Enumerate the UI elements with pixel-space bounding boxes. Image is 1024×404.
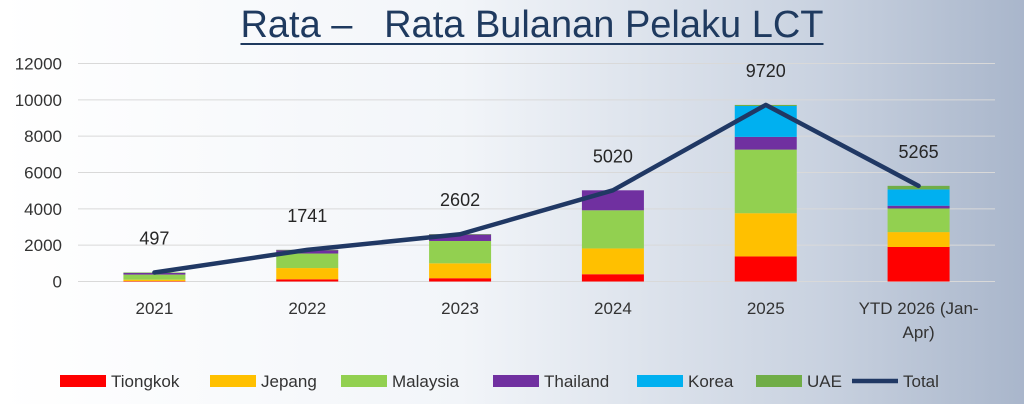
legend-label-total: Total xyxy=(903,372,939,391)
chart-title: Rata – Rata Bulanan Pelaku LCT xyxy=(240,4,824,46)
bar-segment-jepang xyxy=(887,232,950,247)
legend-swatch-malaysia xyxy=(341,375,387,387)
bar-segment-tiongkok xyxy=(734,256,797,282)
x-category-label: 2023 xyxy=(441,299,479,318)
bar-segment-thailand xyxy=(734,136,797,150)
bar-segment-thailand xyxy=(887,205,950,209)
legend-label-thailand: Thailand xyxy=(544,372,609,391)
gridlines xyxy=(78,63,995,282)
legend-swatch-tiongkok xyxy=(60,375,106,387)
legend-swatch-thailand xyxy=(493,375,539,387)
data-label: 1741 xyxy=(287,206,327,226)
bar-segment-thailand xyxy=(429,234,492,241)
x-category-label: 2024 xyxy=(594,299,632,318)
y-tick-label: 2000 xyxy=(24,236,62,255)
x-category-label: 2025 xyxy=(747,299,785,318)
y-tick-label: 0 xyxy=(53,273,62,292)
total-line-path xyxy=(152,102,921,275)
bar-segment-jepang xyxy=(734,213,797,257)
data-label: 5020 xyxy=(593,146,633,166)
data-label: 2602 xyxy=(440,190,480,210)
data-label: 5265 xyxy=(899,142,939,162)
bar-segment-thailand xyxy=(581,190,644,211)
legend-label-korea: Korea xyxy=(688,372,734,391)
x-category-label: YTD 2026 (Jan-Apr) xyxy=(859,299,979,342)
data-label: 9720 xyxy=(746,61,786,81)
bar-segment-jepang xyxy=(429,263,492,279)
data-label: 497 xyxy=(139,228,169,248)
total-line xyxy=(152,102,921,275)
bar-segment-tiongkok xyxy=(581,274,644,282)
bar-segment-tiongkok xyxy=(887,246,950,282)
x-category-label: 2021 xyxy=(136,299,174,318)
bar-segment-korea xyxy=(887,189,950,206)
legend-swatch-uae xyxy=(756,375,802,387)
bar-segment-malaysia xyxy=(429,240,492,264)
data-labels: 497 1741 2602 5020 9720 5265 xyxy=(139,61,938,249)
bar-segment-malaysia xyxy=(276,253,339,269)
legend-label-tiongkok: Tiongkok xyxy=(111,372,180,391)
bar-segment-tiongkok xyxy=(123,281,186,282)
legend-label-uae: UAE xyxy=(807,372,842,391)
bar-segment-jepang xyxy=(123,279,186,282)
y-tick-label: 10000 xyxy=(15,91,62,110)
y-tick-label: 6000 xyxy=(24,164,62,183)
bar-segment-korea xyxy=(734,106,797,137)
bar-segment-jepang xyxy=(276,268,339,280)
y-axis-ticks: 0 2000 4000 6000 8000 10000 12000 xyxy=(15,55,62,292)
bar-series xyxy=(123,104,950,282)
x-category-label: 2022 xyxy=(288,299,326,318)
bar-segment-malaysia xyxy=(887,208,950,233)
bar-segment-malaysia xyxy=(734,149,797,214)
bar-segment-malaysia xyxy=(123,274,186,280)
legend-swatch-jepang xyxy=(210,375,256,387)
x-axis-categories: 2021 2022 2023 2024 2025 YTD 2026 (Jan-Apr) xyxy=(136,299,979,342)
bar-segment-jepang xyxy=(581,248,644,275)
y-tick-label: 12000 xyxy=(15,55,62,74)
bar-segment-tiongkok xyxy=(429,278,492,282)
legend-label-jepang: Jepang xyxy=(261,372,317,391)
legend: Tiongkok Jepang Malaysia Thailand Korea UAE To… xyxy=(60,372,939,391)
y-tick-label: 8000 xyxy=(24,127,62,146)
legend-label-malaysia: Malaysia xyxy=(392,372,460,391)
bar-segment-malaysia xyxy=(581,210,644,249)
legend-swatch-korea xyxy=(637,375,683,387)
y-tick-label: 4000 xyxy=(24,200,62,219)
bar-segment-tiongkok xyxy=(276,279,339,282)
